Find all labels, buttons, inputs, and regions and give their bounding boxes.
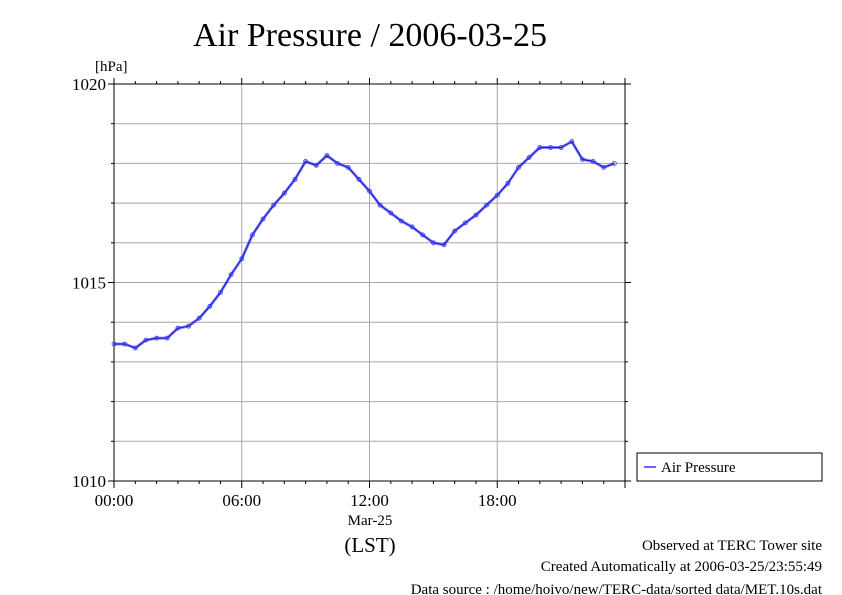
x-tick-label: 12:00 bbox=[350, 491, 389, 510]
data-point bbox=[388, 210, 394, 216]
y-tick-label: 1015 bbox=[72, 274, 106, 293]
x-tick-label: 00:00 bbox=[95, 491, 134, 510]
data-point bbox=[335, 160, 341, 166]
data-point bbox=[239, 256, 245, 262]
series-air-pressure bbox=[111, 139, 617, 351]
data-point bbox=[612, 160, 617, 166]
data-point bbox=[505, 180, 511, 186]
data-point bbox=[441, 242, 447, 248]
data-point bbox=[132, 345, 138, 351]
data-point bbox=[249, 232, 255, 238]
data-point bbox=[462, 220, 468, 226]
legend-box bbox=[636, 452, 823, 482]
data-point bbox=[303, 158, 309, 164]
data-point bbox=[292, 176, 298, 182]
data-point bbox=[601, 164, 607, 170]
data-point bbox=[164, 335, 170, 341]
data-point bbox=[196, 315, 202, 321]
data-point bbox=[409, 224, 415, 230]
x-date-label: Mar-25 bbox=[348, 513, 393, 529]
data-point bbox=[260, 216, 266, 222]
x-tick-label: 18:00 bbox=[478, 491, 517, 510]
data-point bbox=[228, 272, 234, 278]
y-tick-label: 1010 bbox=[72, 472, 106, 491]
data-point bbox=[590, 158, 596, 164]
data-point bbox=[473, 212, 479, 218]
footer-observed-at: Observed at TERC Tower site bbox=[642, 538, 822, 554]
x-tick-labels: 00:00 06:00 12:00 18:00 bbox=[95, 491, 517, 510]
data-point bbox=[558, 145, 564, 150]
series-line bbox=[114, 140, 615, 350]
footer-data-source: Data source : /home/hoivo/new/TERC-data/… bbox=[411, 582, 823, 595]
data-point bbox=[111, 341, 117, 347]
legend: Air Pressure bbox=[636, 452, 823, 482]
data-point bbox=[218, 289, 223, 295]
data-point bbox=[281, 190, 287, 196]
data-point bbox=[143, 337, 149, 343]
y-tick-label: 1020 bbox=[72, 75, 106, 94]
data-point bbox=[356, 176, 362, 182]
series-line-core bbox=[114, 141, 615, 349]
data-point bbox=[537, 145, 543, 150]
data-point bbox=[569, 139, 575, 145]
data-point bbox=[420, 232, 426, 238]
data-point bbox=[494, 192, 500, 198]
data-point bbox=[324, 153, 330, 158]
data-point bbox=[526, 154, 532, 160]
data-point bbox=[484, 202, 490, 208]
data-point bbox=[548, 145, 553, 150]
grid-lines bbox=[114, 84, 625, 481]
y-axis-unit-label: [hPa] bbox=[95, 59, 128, 75]
data-point bbox=[175, 325, 181, 331]
y-tick-labels: 1010 1015 1020 bbox=[72, 75, 106, 491]
data-point bbox=[154, 335, 160, 341]
data-point bbox=[345, 164, 351, 170]
data-point bbox=[207, 303, 213, 309]
data-point bbox=[580, 156, 585, 162]
data-point bbox=[186, 323, 191, 329]
footer-created-at: Created Automatically at 2006-03-25/23:5… bbox=[541, 559, 822, 575]
data-point bbox=[452, 228, 458, 234]
data-point bbox=[516, 164, 521, 170]
data-point bbox=[377, 202, 383, 208]
x-tick-label: 06:00 bbox=[222, 491, 261, 510]
data-point bbox=[367, 188, 372, 194]
axis-ticks bbox=[108, 78, 631, 488]
chart-title: Air Pressure / 2006-03-25 bbox=[193, 17, 547, 54]
data-point bbox=[313, 162, 319, 168]
data-point bbox=[430, 240, 436, 246]
x-axis-label: (LST) bbox=[344, 533, 395, 557]
data-point bbox=[398, 218, 404, 224]
data-point bbox=[122, 341, 127, 347]
data-point bbox=[271, 202, 277, 208]
legend-label: Air Pressure bbox=[661, 460, 736, 476]
